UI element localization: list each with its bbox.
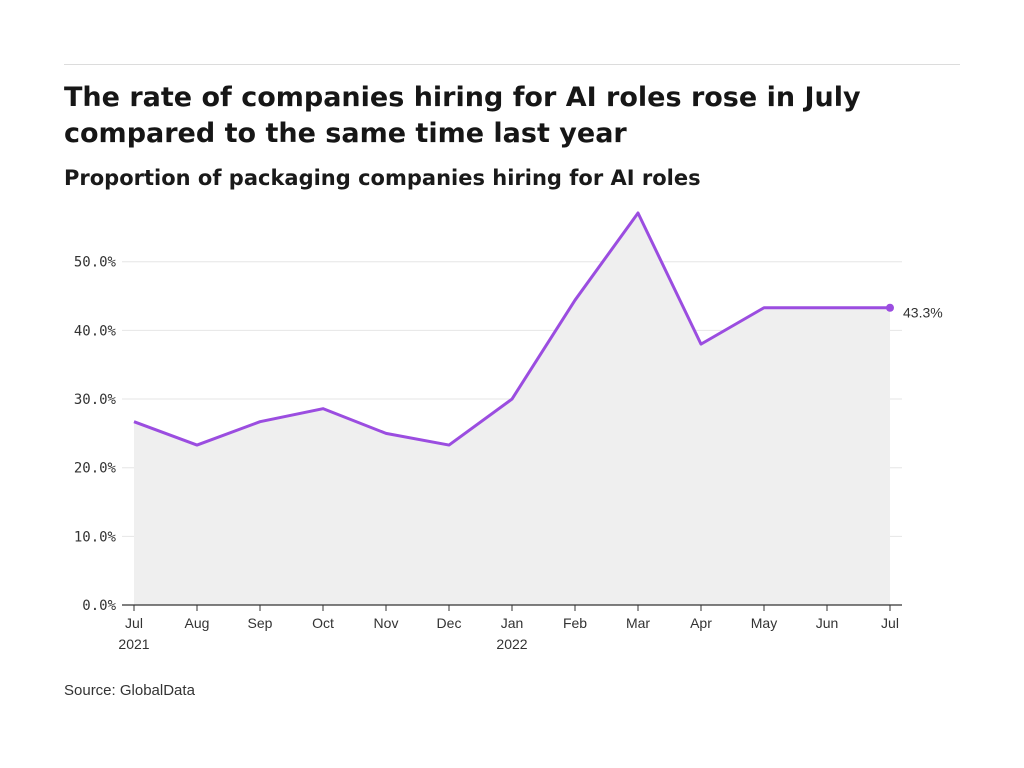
line-chart: 0.0% 10.0% 20.0% 30.0% 40.0% 50.0% Jul 2021 Aug… [74,211,943,652]
x-tick-label: Sep [248,615,273,631]
y-tick-label: 30.0% [74,392,117,408]
y-tick-label: 10.0% [74,529,117,545]
x-tick-label: Nov [374,615,399,631]
x-tick-label: Aug [185,615,210,631]
x-tick-label: Jun [816,615,839,631]
x-tick-label: Oct [312,615,334,631]
area-fill [134,213,890,605]
source-note: Source: GlobalData [64,682,195,699]
series-line [133,211,890,447]
y-tick-label: 40.0% [74,323,117,339]
x-tick-label: Feb [563,615,587,631]
top-divider [64,64,960,65]
x-tick-label: Jan [501,615,524,631]
x-tick-year-label: 2021 [118,636,149,652]
x-tick-label: May [751,615,777,631]
x-tick-label: Mar [626,615,650,631]
data-points [886,303,894,312]
chart-title: The rate of companies hiring for AI role… [64,82,861,149]
chart-subtitle: Proportion of packaging companies hiring… [64,166,701,190]
y-axis-ticks: 0.0% 10.0% 20.0% 30.0% 40.0% 50.0% [74,255,117,614]
y-tick-label: 50.0% [74,255,117,271]
x-tick-label: Apr [690,615,712,631]
x-tick-year-label: 2022 [496,636,527,652]
y-tick-label: 0.0% [82,598,116,614]
x-tick-label: Jul [125,615,143,631]
x-tick-label: Dec [437,615,462,631]
x-axis-ticks: Jul 2021 Aug Sep Oct Nov Dec Jan 2022 Feb Mar Apr Ma… [118,605,899,652]
x-tick-label: Jul [881,615,899,631]
end-point-marker [886,303,894,312]
end-value-label: 43.3% [903,305,943,321]
y-tick-label: 20.0% [74,461,117,477]
